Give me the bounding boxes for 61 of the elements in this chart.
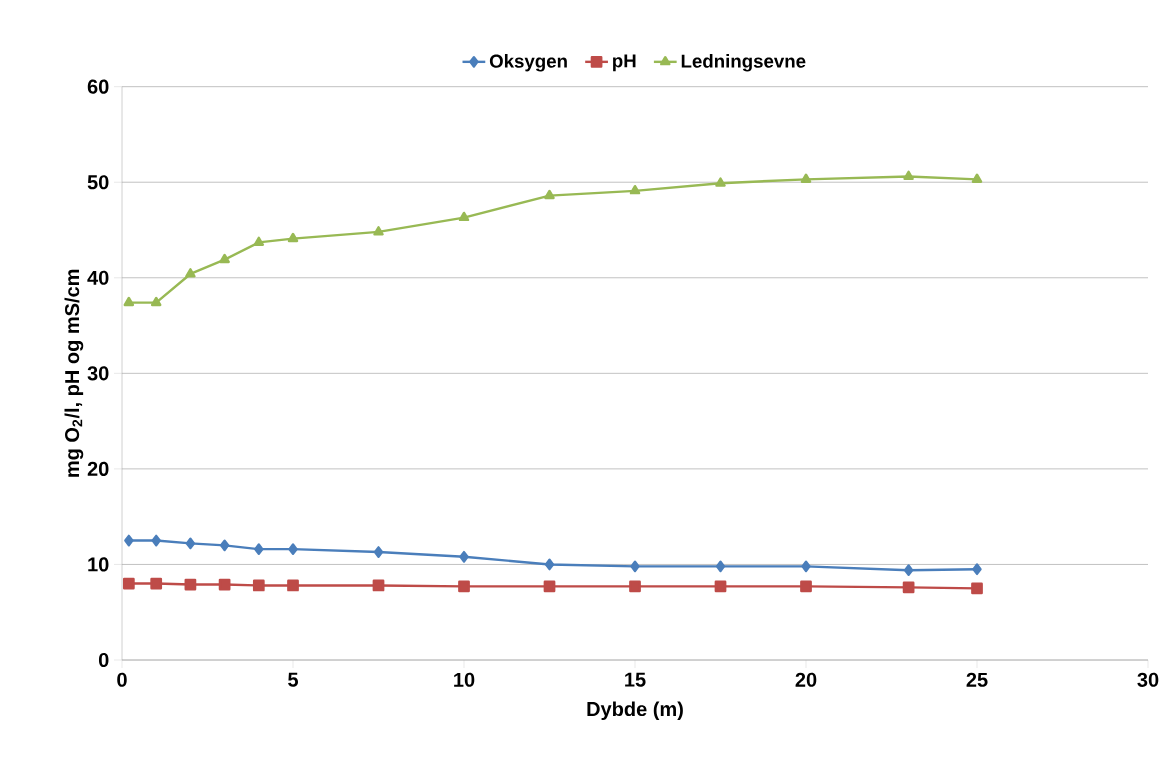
point [184,578,197,591]
point [800,173,812,183]
y-axis-title: mg O$_{2}$/l, pH og mS/cm [64,269,84,477]
x-axis-title: Dybde (m) [587,701,683,721]
point [287,232,299,243]
point [715,177,726,187]
point [543,580,556,593]
point [714,580,727,593]
point [972,563,982,576]
point [150,577,163,590]
point [458,211,470,222]
y-tick-label: 10 [88,557,109,572]
point [218,578,231,591]
point [630,560,640,573]
point [373,226,384,236]
x-tick-label: 10 [454,672,475,687]
y-tick-label: 0 [98,652,109,668]
point [253,236,265,246]
point [372,579,385,592]
point [971,173,983,183]
point [287,579,299,592]
legend-label: Oksygen [489,54,567,72]
point [373,546,384,558]
point [185,268,196,278]
point [903,170,914,181]
point [903,564,914,577]
y-tick-label: 20 [87,461,109,476]
point [629,184,641,195]
point [219,253,230,264]
point [459,550,469,563]
y-tick-label: 40 [87,270,109,285]
point [185,537,196,550]
x-tick-label: 30 [1137,672,1159,687]
point [219,539,230,552]
point [150,296,162,307]
legend-label: pH [613,54,636,72]
y-tick-label: 60 [87,79,109,94]
x-tick-label: 15 [625,672,646,687]
point [544,558,555,571]
legend-label: Ledningsevne [681,54,806,72]
point [122,577,135,590]
point [124,534,134,547]
point [123,296,135,307]
point [458,580,470,593]
point [629,580,641,593]
point [715,560,726,573]
y-tick-label: 30 [87,366,109,381]
x-tick-label: 0 [117,672,127,687]
point [971,582,983,595]
point [800,580,812,593]
y-tick-label: 50 [87,175,109,190]
point [254,543,264,556]
x-tick-label: 5 [288,672,299,687]
point [801,560,811,573]
point [902,581,915,594]
point [288,543,298,556]
point [151,534,161,547]
x-tick-label: 25 [966,672,988,687]
x-tick-label: 20 [795,672,817,687]
point [544,189,555,200]
point [252,579,265,592]
